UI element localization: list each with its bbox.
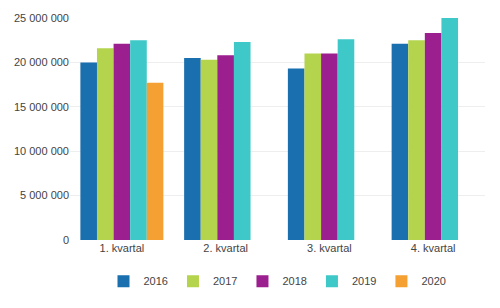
svg-text:2019: 2019: [352, 275, 376, 287]
svg-text:2018: 2018: [282, 275, 306, 287]
svg-text:5 000 000: 5 000 000: [20, 189, 69, 201]
svg-text:1. kvartal: 1. kvartal: [100, 242, 145, 254]
svg-text:10 000 000: 10 000 000: [14, 145, 69, 157]
svg-text:20 000 000: 20 000 000: [14, 56, 69, 68]
svg-text:25 000 000: 25 000 000: [14, 12, 69, 24]
svg-text:2016: 2016: [144, 275, 168, 287]
svg-text:15 000 000: 15 000 000: [14, 101, 69, 113]
svg-text:0: 0: [63, 234, 69, 246]
svg-text:2017: 2017: [213, 275, 237, 287]
svg-text:4. kvartal: 4. kvartal: [411, 242, 456, 254]
svg-text:2. kvartal: 2. kvartal: [203, 242, 248, 254]
svg-text:3. kvartal: 3. kvartal: [307, 242, 352, 254]
svg-text:2020: 2020: [421, 275, 445, 287]
